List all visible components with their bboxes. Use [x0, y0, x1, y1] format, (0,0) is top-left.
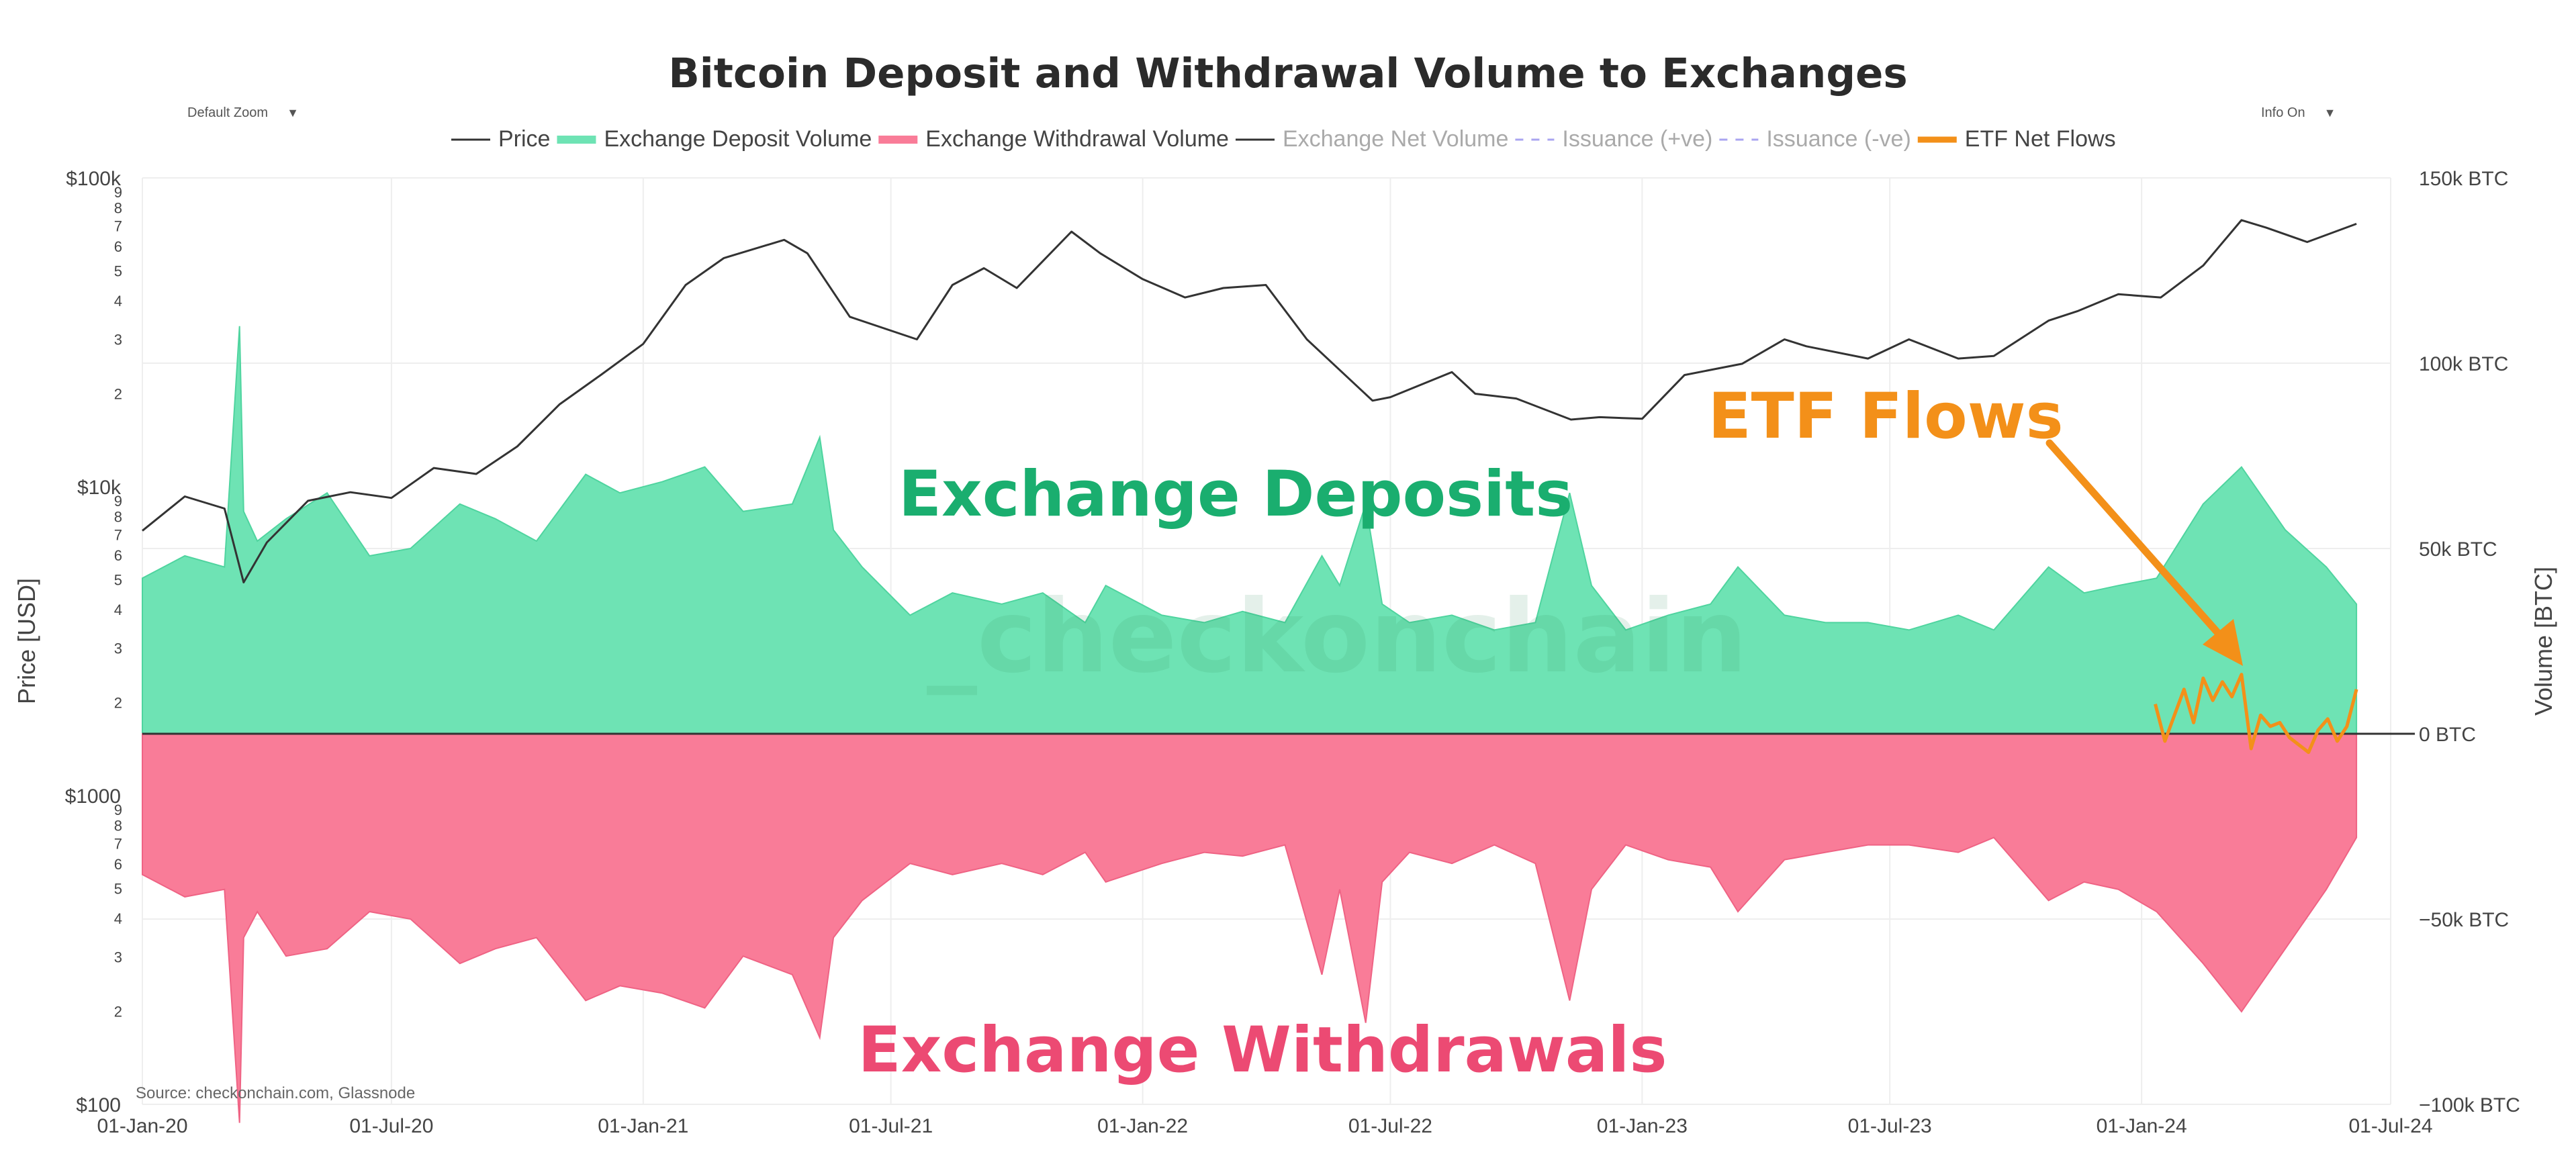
y-right-tick-label: −50k BTC [2419, 909, 2509, 931]
x-tick-label: 01-Jul-24 [2348, 1115, 2432, 1137]
y-left-minor-tick: 9 [114, 493, 122, 510]
price-line [142, 219, 2357, 583]
zoom-dropdown-label: Default Zoom [187, 105, 269, 120]
y-left-minor-tick: 3 [114, 332, 122, 348]
y-left-minor-tick: 7 [114, 526, 122, 543]
y-left-minor-tick: 7 [114, 218, 122, 234]
y-right-tick-label: 0 BTC [2419, 724, 2476, 746]
y-left-minor-tick: 5 [114, 571, 122, 588]
y-left-minor-tick: 2 [114, 695, 122, 712]
y-left-minor-tick: 8 [114, 509, 122, 526]
chevron-down-icon: ▼ [287, 106, 299, 119]
legend-label: Issuance (+ve) [1562, 126, 1712, 152]
x-tick-label: 01-Jan-22 [1097, 1115, 1188, 1137]
legend-item: Issuance (-ve) [1719, 126, 1911, 152]
legend-label: Exchange Withdrawal Volume [925, 126, 1229, 152]
y-left-minor-tick: 5 [114, 262, 122, 279]
legend-item: ETF Net Flows [1917, 126, 2116, 152]
y-left-minor-tick: 6 [114, 238, 122, 255]
annotation-exchange-deposits: Exchange Deposits [899, 458, 1573, 531]
x-tick-label: 01-Jan-23 [1597, 1115, 1688, 1137]
x-tick-label: 01-Jul-20 [349, 1115, 433, 1137]
legend-label: Exchange Deposit Volume [604, 126, 872, 152]
legend-label: Price [498, 126, 550, 152]
y-left-minor-tick: 3 [114, 949, 122, 966]
arrow-head [2203, 619, 2243, 666]
info-dropdown-label: Info On [2261, 105, 2305, 120]
x-tick-label: 01-Jan-20 [97, 1115, 187, 1137]
y-left-minor-tick: 3 [114, 640, 122, 657]
annotation-etf-flows: ETF Flows [1708, 380, 2063, 453]
etf-net-flows-line [2154, 673, 2358, 755]
y-left-minor-tick: 9 [114, 184, 122, 201]
y-right-axis-title: Volume [BTC] [2530, 567, 2557, 716]
y-left-minor-tick: 6 [114, 856, 122, 873]
withdrawal-volume-area [142, 733, 2358, 1123]
y-left-minor-tick: 2 [114, 1004, 122, 1020]
y-right-tick-label: 100k BTC [2419, 353, 2508, 375]
y-left-minor-tick: 4 [114, 293, 122, 309]
x-tick-label: 01-Jul-23 [1848, 1115, 1932, 1137]
info-dropdown[interactable]: Info On ▼ [2254, 102, 2344, 124]
y-left-minor-tick: 8 [114, 818, 122, 834]
legend-item: Issuance (+ve) [1515, 126, 1712, 152]
legend-label: Issuance (-ve) [1766, 126, 1911, 152]
arrow-shaft [2045, 439, 2232, 649]
watermark: _checkonchain [927, 579, 1747, 695]
y-left-minor-tick: 6 [114, 547, 122, 564]
legend-item: Exchange Withdrawal Volume [878, 126, 1229, 152]
legend-item: Price [451, 126, 550, 152]
y-left-axis-title: Price [USD] [13, 578, 40, 704]
y-right-tick-label: 50k BTC [2419, 538, 2497, 561]
y-left-tick-label: $100k [66, 168, 122, 190]
y-left-tick-label: $100 [76, 1094, 121, 1116]
chart-title: Bitcoin Deposit and Withdrawal Volume to… [668, 50, 1907, 97]
y-left-minor-tick: 2 [114, 386, 122, 403]
axes: 01-Jan-20 01-Jul-20 01-Jan-21 01-Jul-21 01-J… [13, 168, 2557, 1137]
y-left-minor-tick: 5 [114, 880, 122, 897]
legend-label: ETF Net Flows [1965, 126, 2116, 152]
legend-item: Exchange Net Volume [1235, 126, 1508, 152]
x-tick-label: 01-Jul-21 [849, 1115, 933, 1137]
y-right-tick-label: 150k BTC [2419, 168, 2508, 190]
y-left-minor-tick: 4 [114, 602, 122, 618]
annotation-exchange-withdrawals: Exchange Withdrawals [858, 1014, 1667, 1087]
x-tick-label: 01-Jul-22 [1348, 1115, 1432, 1137]
source-note: Source: checkonchain.com, Glassnode [136, 1084, 415, 1102]
y-left-minor-tick: 7 [114, 835, 122, 852]
y-right-tick-label: −100k BTC [2419, 1094, 2520, 1116]
deposit-volume-area [142, 326, 2358, 734]
legend-item: Exchange Deposit Volume [557, 126, 872, 152]
etf-arrow [2045, 439, 2243, 666]
x-tick-label: 01-Jan-24 [2097, 1115, 2187, 1137]
plot-area [142, 219, 2415, 1123]
y-left-tick-label: $10k [77, 477, 122, 499]
y-left-tick-label: $1000 [65, 785, 121, 808]
legend: Price Exchange Deposit Volume Exchange Wit… [451, 126, 2116, 152]
y-left-minor-tick: 9 [114, 802, 122, 818]
zoom-dropdown[interactable]: Default Zoom ▼ [180, 102, 306, 124]
legend-label: Exchange Net Volume [1283, 126, 1508, 152]
chevron-down-icon: ▼ [2324, 106, 2336, 119]
y-left-minor-tick: 8 [114, 200, 122, 217]
x-tick-label: 01-Jan-21 [598, 1115, 688, 1137]
y-left-minor-tick: 4 [114, 910, 122, 927]
